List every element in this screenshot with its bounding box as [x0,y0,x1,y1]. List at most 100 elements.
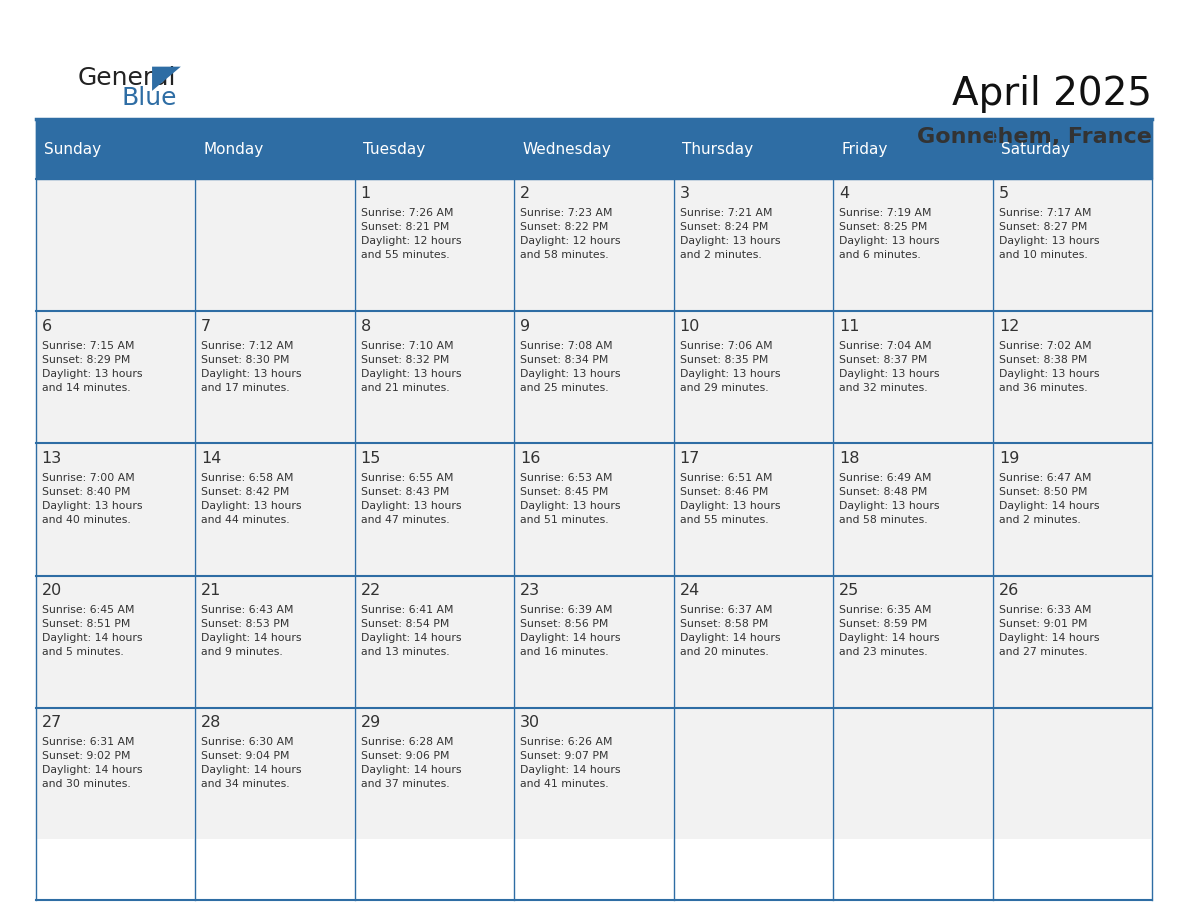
Text: Sunrise: 6:51 AM
Sunset: 8:46 PM
Daylight: 13 hours
and 55 minutes.: Sunrise: 6:51 AM Sunset: 8:46 PM Dayligh… [680,473,781,525]
Text: 1: 1 [361,186,371,201]
FancyBboxPatch shape [514,179,674,311]
FancyBboxPatch shape [674,708,833,840]
Text: 20: 20 [42,583,62,598]
Text: Monday: Monday [203,141,264,157]
Text: 13: 13 [42,451,62,465]
FancyBboxPatch shape [36,179,195,311]
Text: Thursday: Thursday [682,141,753,157]
FancyBboxPatch shape [195,179,355,311]
Text: 29: 29 [361,715,381,730]
Text: Sunrise: 6:39 AM
Sunset: 8:56 PM
Daylight: 14 hours
and 16 minutes.: Sunrise: 6:39 AM Sunset: 8:56 PM Dayligh… [520,605,620,657]
FancyBboxPatch shape [833,443,993,576]
FancyBboxPatch shape [195,576,355,708]
FancyBboxPatch shape [355,179,514,311]
Text: Sunrise: 7:17 AM
Sunset: 8:27 PM
Daylight: 13 hours
and 10 minutes.: Sunrise: 7:17 AM Sunset: 8:27 PM Dayligh… [999,208,1099,261]
Text: 5: 5 [999,186,1009,201]
Text: Sunrise: 6:37 AM
Sunset: 8:58 PM
Daylight: 14 hours
and 20 minutes.: Sunrise: 6:37 AM Sunset: 8:58 PM Dayligh… [680,605,781,657]
Text: Sunrise: 6:47 AM
Sunset: 8:50 PM
Daylight: 14 hours
and 2 minutes.: Sunrise: 6:47 AM Sunset: 8:50 PM Dayligh… [999,473,1099,525]
Text: Sunrise: 7:06 AM
Sunset: 8:35 PM
Daylight: 13 hours
and 29 minutes.: Sunrise: 7:06 AM Sunset: 8:35 PM Dayligh… [680,341,781,393]
Text: 16: 16 [520,451,541,465]
Text: Sunrise: 7:15 AM
Sunset: 8:29 PM
Daylight: 13 hours
and 14 minutes.: Sunrise: 7:15 AM Sunset: 8:29 PM Dayligh… [42,341,143,393]
Text: April 2025: April 2025 [953,75,1152,113]
Text: Sunrise: 7:08 AM
Sunset: 8:34 PM
Daylight: 13 hours
and 25 minutes.: Sunrise: 7:08 AM Sunset: 8:34 PM Dayligh… [520,341,620,393]
Text: Sunrise: 6:30 AM
Sunset: 9:04 PM
Daylight: 14 hours
and 34 minutes.: Sunrise: 6:30 AM Sunset: 9:04 PM Dayligh… [201,737,302,789]
Text: Sunrise: 6:43 AM
Sunset: 8:53 PM
Daylight: 14 hours
and 9 minutes.: Sunrise: 6:43 AM Sunset: 8:53 PM Dayligh… [201,605,302,657]
Text: Blue: Blue [121,86,177,110]
Text: Sunrise: 7:19 AM
Sunset: 8:25 PM
Daylight: 13 hours
and 6 minutes.: Sunrise: 7:19 AM Sunset: 8:25 PM Dayligh… [839,208,940,261]
Text: 25: 25 [839,583,859,598]
Text: 24: 24 [680,583,700,598]
Text: Sunrise: 6:41 AM
Sunset: 8:54 PM
Daylight: 14 hours
and 13 minutes.: Sunrise: 6:41 AM Sunset: 8:54 PM Dayligh… [361,605,461,657]
Text: Sunrise: 6:45 AM
Sunset: 8:51 PM
Daylight: 14 hours
and 5 minutes.: Sunrise: 6:45 AM Sunset: 8:51 PM Dayligh… [42,605,143,657]
FancyBboxPatch shape [833,179,993,311]
FancyBboxPatch shape [36,311,195,443]
Text: Sunrise: 6:55 AM
Sunset: 8:43 PM
Daylight: 13 hours
and 47 minutes.: Sunrise: 6:55 AM Sunset: 8:43 PM Dayligh… [361,473,461,525]
Text: Sunrise: 6:28 AM
Sunset: 9:06 PM
Daylight: 14 hours
and 37 minutes.: Sunrise: 6:28 AM Sunset: 9:06 PM Dayligh… [361,737,461,789]
Text: Tuesday: Tuesday [362,141,425,157]
Text: 7: 7 [201,319,211,333]
Text: 18: 18 [839,451,860,465]
Text: 4: 4 [839,186,849,201]
FancyBboxPatch shape [36,708,195,840]
FancyBboxPatch shape [833,708,993,840]
Text: Sunrise: 6:26 AM
Sunset: 9:07 PM
Daylight: 14 hours
and 41 minutes.: Sunrise: 6:26 AM Sunset: 9:07 PM Dayligh… [520,737,620,789]
Text: Sunrise: 6:33 AM
Sunset: 9:01 PM
Daylight: 14 hours
and 27 minutes.: Sunrise: 6:33 AM Sunset: 9:01 PM Dayligh… [999,605,1099,657]
FancyBboxPatch shape [36,443,195,576]
Text: 8: 8 [361,319,371,333]
FancyBboxPatch shape [355,443,514,576]
Text: 26: 26 [999,583,1019,598]
FancyBboxPatch shape [355,708,514,840]
FancyBboxPatch shape [195,443,355,576]
Text: Sunrise: 6:58 AM
Sunset: 8:42 PM
Daylight: 13 hours
and 44 minutes.: Sunrise: 6:58 AM Sunset: 8:42 PM Dayligh… [201,473,302,525]
FancyBboxPatch shape [355,576,514,708]
FancyBboxPatch shape [36,576,195,708]
Text: 22: 22 [361,583,381,598]
Text: Sunrise: 7:12 AM
Sunset: 8:30 PM
Daylight: 13 hours
and 17 minutes.: Sunrise: 7:12 AM Sunset: 8:30 PM Dayligh… [201,341,302,393]
Text: Sunrise: 7:04 AM
Sunset: 8:37 PM
Daylight: 13 hours
and 32 minutes.: Sunrise: 7:04 AM Sunset: 8:37 PM Dayligh… [839,341,940,393]
FancyBboxPatch shape [993,576,1152,708]
FancyBboxPatch shape [514,443,674,576]
Text: Sunrise: 7:02 AM
Sunset: 8:38 PM
Daylight: 13 hours
and 36 minutes.: Sunrise: 7:02 AM Sunset: 8:38 PM Dayligh… [999,341,1099,393]
FancyBboxPatch shape [993,708,1152,840]
FancyBboxPatch shape [674,576,833,708]
Text: 27: 27 [42,715,62,730]
Text: Wednesday: Wednesday [523,141,611,157]
Text: Sunrise: 7:21 AM
Sunset: 8:24 PM
Daylight: 13 hours
and 2 minutes.: Sunrise: 7:21 AM Sunset: 8:24 PM Dayligh… [680,208,781,261]
FancyBboxPatch shape [195,708,355,840]
Text: 11: 11 [839,319,860,333]
Text: Sunday: Sunday [44,141,101,157]
Text: 21: 21 [201,583,221,598]
Text: 19: 19 [999,451,1019,465]
Text: Sunrise: 7:00 AM
Sunset: 8:40 PM
Daylight: 13 hours
and 40 minutes.: Sunrise: 7:00 AM Sunset: 8:40 PM Dayligh… [42,473,143,525]
Text: 2: 2 [520,186,530,201]
Text: 17: 17 [680,451,700,465]
FancyBboxPatch shape [674,311,833,443]
FancyBboxPatch shape [833,576,993,708]
FancyBboxPatch shape [195,311,355,443]
Text: 15: 15 [361,451,381,465]
FancyBboxPatch shape [674,443,833,576]
FancyBboxPatch shape [674,179,833,311]
Text: Friday: Friday [841,141,887,157]
FancyBboxPatch shape [514,311,674,443]
FancyBboxPatch shape [993,311,1152,443]
Text: 3: 3 [680,186,690,201]
Text: Sunrise: 7:23 AM
Sunset: 8:22 PM
Daylight: 12 hours
and 58 minutes.: Sunrise: 7:23 AM Sunset: 8:22 PM Dayligh… [520,208,620,261]
Text: 23: 23 [520,583,541,598]
Text: Sunrise: 7:10 AM
Sunset: 8:32 PM
Daylight: 13 hours
and 21 minutes.: Sunrise: 7:10 AM Sunset: 8:32 PM Dayligh… [361,341,461,393]
Text: Gonnehem, France: Gonnehem, France [917,127,1152,147]
FancyBboxPatch shape [833,311,993,443]
FancyBboxPatch shape [355,311,514,443]
Text: Sunrise: 7:26 AM
Sunset: 8:21 PM
Daylight: 12 hours
and 55 minutes.: Sunrise: 7:26 AM Sunset: 8:21 PM Dayligh… [361,208,461,261]
FancyBboxPatch shape [514,576,674,708]
Text: 14: 14 [201,451,221,465]
Text: Saturday: Saturday [1000,141,1070,157]
Polygon shape [152,67,181,91]
Text: 9: 9 [520,319,530,333]
Text: 28: 28 [201,715,221,730]
FancyBboxPatch shape [514,708,674,840]
Text: 10: 10 [680,319,700,333]
FancyBboxPatch shape [993,179,1152,311]
FancyBboxPatch shape [36,119,1152,179]
Text: 30: 30 [520,715,541,730]
